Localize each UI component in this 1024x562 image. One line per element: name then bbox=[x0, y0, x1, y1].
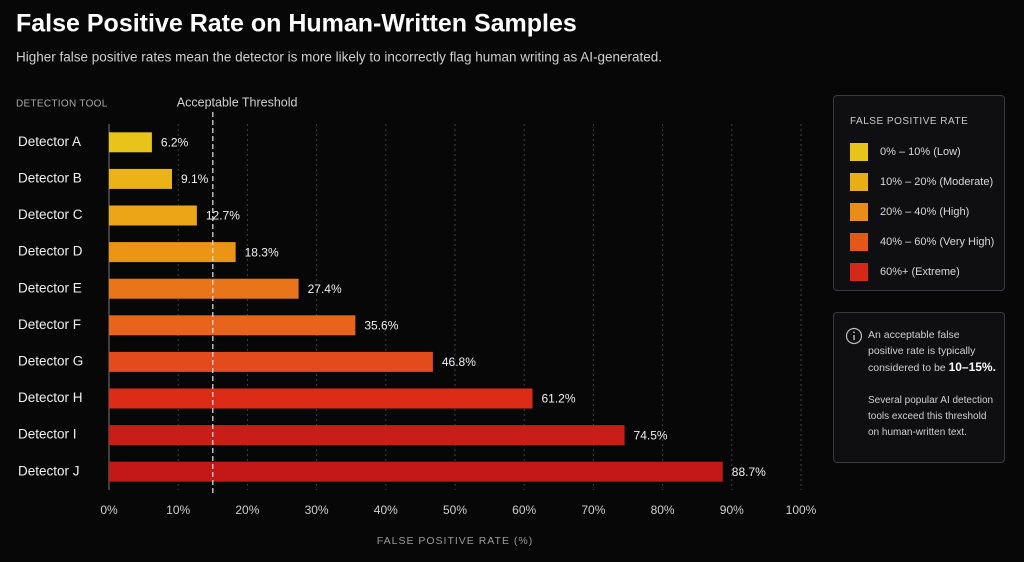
x-axis-label: FALSE POSITIVE RATE (%) bbox=[377, 535, 533, 547]
y-tick-label: Detector D bbox=[18, 244, 83, 259]
legend-title: FALSE POSITIVE RATE bbox=[850, 116, 969, 127]
bar bbox=[109, 132, 152, 153]
value-label: 27.4% bbox=[308, 282, 342, 296]
y-tick-label: Detector J bbox=[18, 463, 80, 478]
value-label: 12.7% bbox=[206, 209, 240, 223]
legend-swatch bbox=[850, 173, 868, 191]
y-tick-label: Detector H bbox=[18, 390, 83, 405]
bar bbox=[109, 168, 172, 189]
x-tick-label: 50% bbox=[443, 503, 467, 517]
bar bbox=[109, 388, 533, 409]
value-label: 46.8% bbox=[442, 355, 476, 369]
value-label: 74.5% bbox=[634, 428, 668, 442]
bar bbox=[109, 425, 625, 446]
note-detail: Several popular AI detection tools excee… bbox=[868, 395, 994, 438]
legend-item: 40% – 60% (Very High) bbox=[850, 227, 1004, 257]
threshold-label: Acceptable Threshold bbox=[177, 95, 298, 109]
legend-label: 40% – 60% (Very High) bbox=[880, 236, 995, 248]
value-label: 61.2% bbox=[542, 392, 576, 406]
y-tick-label: Detector C bbox=[18, 207, 83, 222]
legend-item: 10% – 20% (Moderate) bbox=[850, 167, 1004, 197]
bar bbox=[109, 242, 236, 263]
y-tick-label: Detector E bbox=[18, 280, 82, 295]
x-tick-label: 100% bbox=[786, 503, 817, 517]
bar bbox=[109, 278, 299, 299]
bar bbox=[109, 315, 356, 336]
legend-swatch bbox=[850, 203, 868, 221]
legend-label: 60%+ (Extreme) bbox=[880, 266, 960, 278]
x-tick-label: 10% bbox=[166, 503, 190, 517]
value-label: 6.2% bbox=[161, 135, 189, 149]
legend-label: 20% – 40% (High) bbox=[880, 206, 970, 218]
x-tick-label: 80% bbox=[651, 503, 675, 517]
x-tick-label: 0% bbox=[100, 503, 118, 517]
legend-item: 0% – 10% (Low) bbox=[850, 137, 1004, 167]
note-box: An acceptable false positive rate is typ… bbox=[833, 312, 1005, 463]
bar bbox=[109, 351, 433, 372]
chart-title: False Positive Rate on Human-Written Sam… bbox=[16, 10, 577, 38]
value-label: 9.1% bbox=[181, 172, 209, 186]
legend-swatch bbox=[850, 263, 868, 281]
legend-item: 20% – 40% (High) bbox=[850, 197, 1004, 227]
legend-swatch bbox=[850, 233, 868, 251]
y-tick-label: Detector G bbox=[18, 353, 83, 368]
x-tick-label: 90% bbox=[720, 503, 744, 517]
bar bbox=[109, 205, 197, 226]
note-emphasis: 10–15%. bbox=[948, 360, 996, 374]
legend-label: 0% – 10% (Low) bbox=[880, 146, 961, 158]
x-tick-label: 30% bbox=[305, 503, 329, 517]
y-tick-label: Detector A bbox=[18, 134, 81, 149]
bar bbox=[109, 461, 723, 482]
y-axis-label: DETECTION TOOL bbox=[16, 99, 108, 110]
legend-item: 60%+ (Extreme) bbox=[850, 257, 1004, 287]
note-text: An acceptable false positive rate is typ… bbox=[868, 329, 976, 374]
y-tick-label: Detector I bbox=[18, 427, 77, 442]
chart: False Positive Rate on Human-Written Sam… bbox=[16, 10, 817, 547]
y-tick-label: Detector B bbox=[18, 170, 82, 185]
legend-label: 10% – 20% (Moderate) bbox=[880, 176, 994, 188]
value-label: 88.7% bbox=[732, 465, 766, 479]
y-tick-label: Detector F bbox=[18, 317, 81, 332]
x-tick-label: 40% bbox=[374, 503, 398, 517]
chart-subtitle: Higher false positive rates mean the det… bbox=[16, 50, 662, 65]
value-label: 18.3% bbox=[245, 245, 279, 259]
value-label: 35.6% bbox=[364, 318, 398, 332]
info-icon bbox=[845, 327, 863, 345]
legend: FALSE POSITIVE RATE 0% – 10% (Low) 10% – … bbox=[833, 95, 1005, 291]
x-tick-label: 60% bbox=[512, 503, 536, 517]
legend-swatch bbox=[850, 143, 868, 161]
x-tick-label: 70% bbox=[581, 503, 605, 517]
x-tick-label: 20% bbox=[235, 503, 259, 517]
